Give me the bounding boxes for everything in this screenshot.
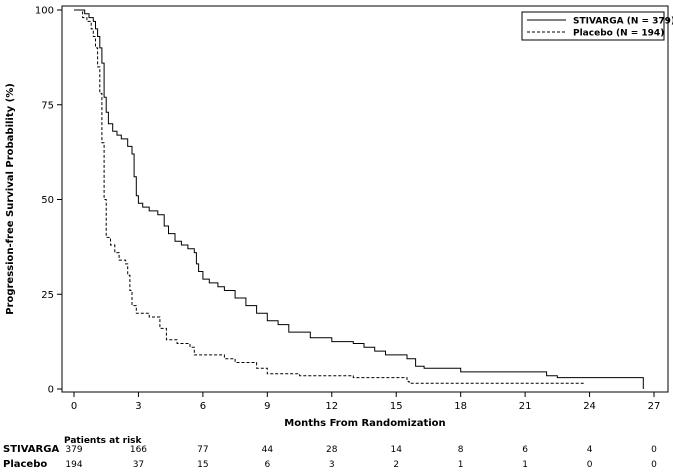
x-tick-label: 27: [648, 401, 661, 412]
x-tick-label: 9: [264, 401, 270, 412]
x-tick-label: 24: [583, 401, 596, 412]
risk-count: 28: [326, 445, 338, 455]
risk-count: 166: [130, 445, 147, 455]
risk-count: 3: [329, 460, 335, 470]
risk-count: 6: [264, 460, 270, 470]
y-tick-label: 100: [35, 6, 54, 17]
x-axis-title: Months From Randomization: [284, 418, 445, 429]
risk-table-title: Patients at risk: [64, 436, 143, 446]
risk-count: 77: [197, 445, 208, 455]
legend: STIVARGA (N = 379) Placebo (N = 194): [521, 11, 673, 41]
x-tick-label: 18: [454, 401, 467, 412]
x-tick-label: 12: [325, 401, 338, 412]
axes-layer: 0 25 50 75 100 0 3 6 9 12 15 18 21 24 27 Months From Ra…: [5, 5, 669, 429]
x-tick-label: 6: [200, 401, 206, 412]
legend-box: [521, 11, 665, 41]
risk-count: 6: [522, 445, 528, 455]
risk-count: 2: [393, 460, 399, 470]
y-tick-label: 0: [48, 385, 54, 396]
stivarga-curve: [74, 9, 644, 389]
risk-count: 8: [458, 445, 464, 455]
plot-frame: [61, 5, 669, 393]
risk-count: 0: [651, 445, 657, 455]
risk-group-label: STIVARGA: [3, 444, 59, 455]
y-axis-title: Progression-free Survival Probability (%…: [5, 83, 16, 315]
risk-count: 4: [587, 445, 593, 455]
risk-count: 1: [458, 460, 464, 470]
y-tick-label: 25: [41, 290, 54, 301]
legend-label: STIVARGA (N = 379): [573, 17, 673, 27]
x-tick-label: 0: [71, 401, 77, 412]
risk-count: 15: [197, 460, 208, 470]
series-layer: [74, 9, 644, 389]
x-tick-label: 15: [390, 401, 403, 412]
x-tick-label: 21: [519, 401, 532, 412]
y-tick-label: 50: [41, 195, 54, 206]
legend-label: Placebo (N = 194): [573, 29, 664, 39]
risk-group-label: Placebo: [3, 459, 47, 470]
risk-count: 14: [390, 445, 402, 455]
risk-count: 0: [651, 460, 657, 470]
placebo-curve: [74, 9, 586, 384]
y-tick-label: 75: [41, 100, 54, 111]
risk-count: 44: [262, 445, 274, 455]
x-tick-label: 3: [135, 401, 141, 412]
risk-count: 0: [587, 460, 593, 470]
risk-count: 1: [522, 460, 528, 470]
risk-count: 194: [65, 460, 82, 470]
risk-count: 37: [133, 460, 144, 470]
risk-count: 379: [65, 445, 82, 455]
